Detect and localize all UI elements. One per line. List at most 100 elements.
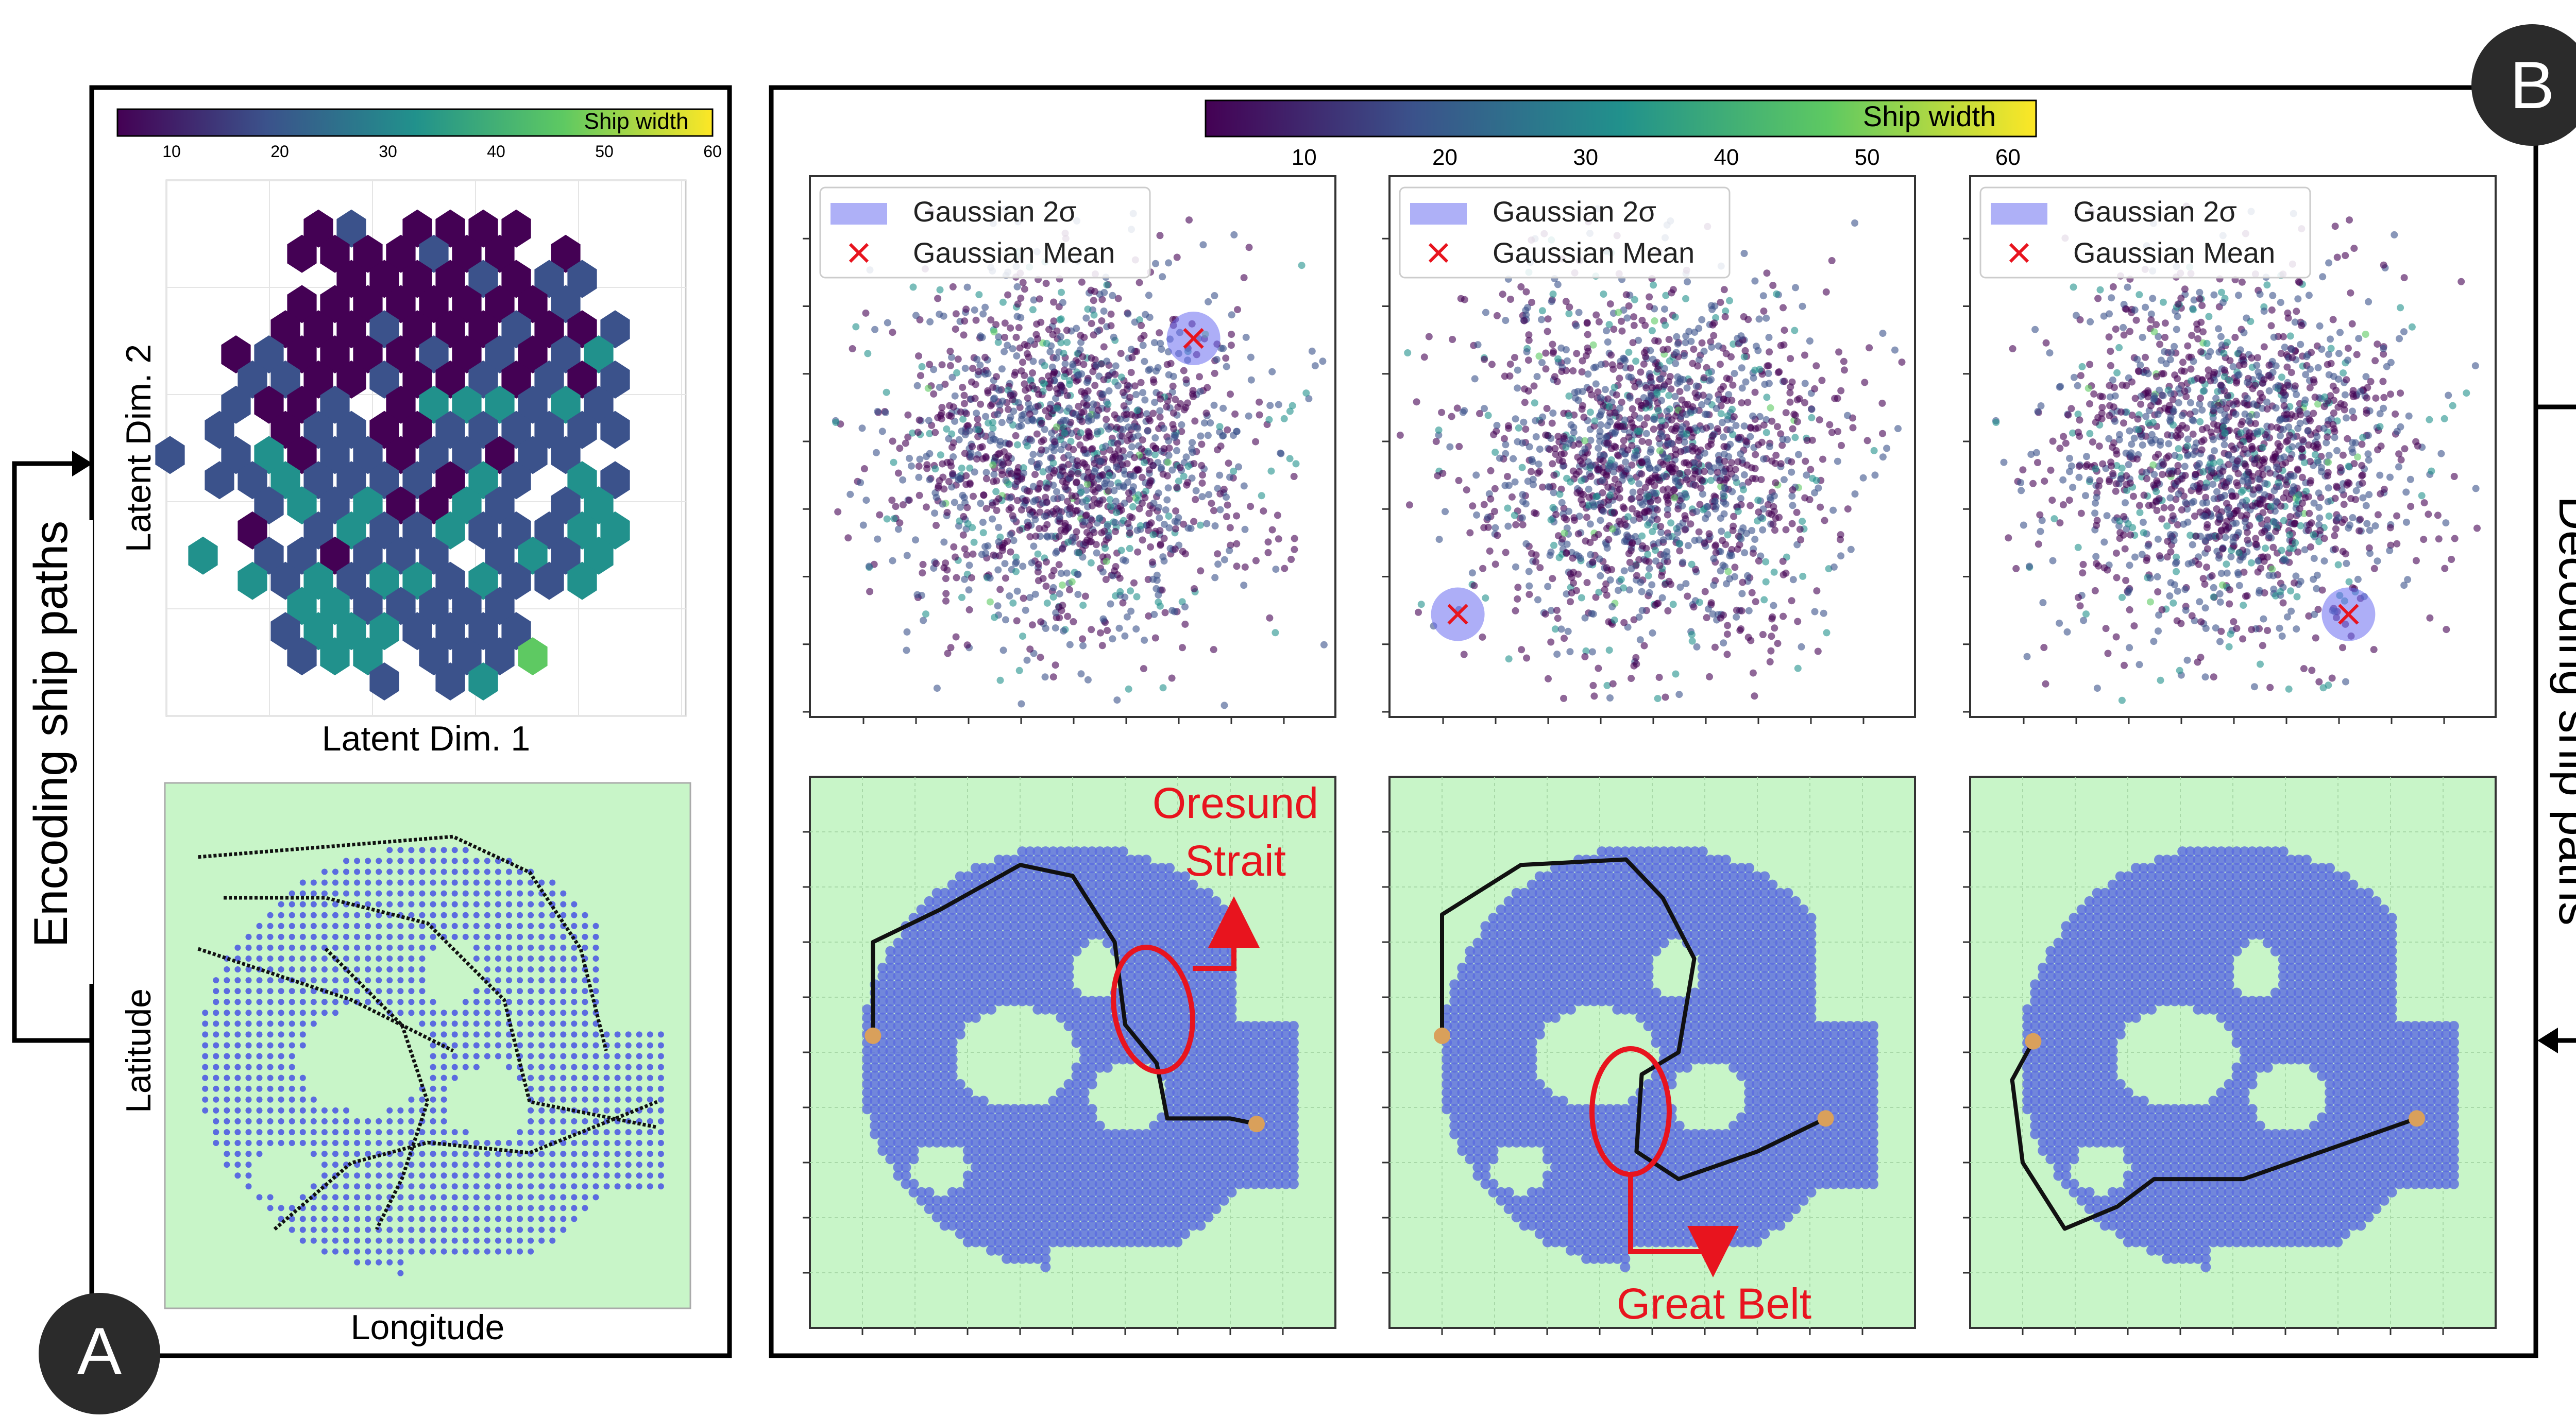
map-grid-point (484, 1172, 490, 1179)
map-grid-point (332, 1107, 338, 1114)
latent-point (1043, 599, 1051, 607)
latent-point (1043, 339, 1050, 347)
map-grid-point (354, 1183, 361, 1190)
hexbin-cell (435, 561, 465, 600)
latent-point (1019, 562, 1027, 570)
map-grid-point (571, 988, 578, 995)
latent-point (1643, 507, 1651, 515)
hexbin-cell (402, 360, 432, 399)
latent-point (1642, 557, 1650, 565)
latent-point (1830, 563, 1838, 571)
latent-point (1245, 244, 1253, 251)
map-grid-point (430, 912, 436, 918)
latent-point (1633, 451, 1641, 459)
latent-point (1545, 483, 1552, 491)
latent-point (1615, 587, 1622, 594)
map-grid-point (538, 966, 545, 973)
map-grid-point (267, 1031, 274, 1038)
latent-point (1557, 450, 1565, 458)
map-grid-point (213, 1107, 219, 1114)
map-grid-point (484, 868, 490, 875)
map-grid-point (419, 1010, 426, 1016)
map-grid-point (571, 1042, 578, 1049)
latent-point (1693, 508, 1701, 516)
map-grid-point (224, 1020, 230, 1027)
latent-point (1541, 610, 1549, 618)
latent-point (1731, 564, 1739, 571)
map-grid-point (310, 955, 317, 962)
map-grid-point (505, 999, 512, 1005)
latent-point (1766, 658, 1774, 665)
latent-point (1223, 493, 1230, 501)
latent-point (1538, 419, 1546, 426)
map-grid-point (625, 1172, 632, 1179)
map-grid-point (386, 923, 393, 929)
latent-point (1042, 558, 1050, 566)
map-grid-point (386, 933, 393, 940)
latent-point (1190, 518, 1198, 525)
latent-point (1813, 587, 1821, 595)
latent-point (1145, 292, 1153, 299)
latent-point (996, 401, 1004, 409)
latent-point (1018, 422, 1025, 430)
latent-point (1252, 557, 1260, 565)
latent-point (1088, 320, 1095, 328)
map-grid-point (397, 1216, 404, 1222)
latent-point (1010, 537, 1018, 544)
map-grid-point (592, 977, 599, 984)
latent-point (976, 361, 984, 369)
latent-point (1597, 572, 1604, 579)
latent-point (1088, 354, 1095, 362)
map-grid-point (440, 1183, 447, 1190)
colorbar-tick-label: 50 (1855, 145, 1880, 170)
latent-point (1085, 429, 1093, 437)
map-grid-point (462, 923, 469, 929)
latent-point (1171, 434, 1178, 441)
map-grid-point (440, 1194, 447, 1201)
latent-point (930, 390, 938, 398)
latent-point (1558, 499, 1566, 506)
latent-point (1039, 468, 1047, 475)
latent-point (1604, 483, 1612, 491)
latent-point (1001, 560, 1009, 568)
latent-point (1780, 612, 1787, 620)
latent-point (994, 566, 1002, 574)
latent-point (1476, 409, 1483, 417)
hexbin-cell (254, 436, 284, 474)
latent-point (1654, 337, 1662, 345)
hexbin-cell (386, 385, 416, 424)
hexbin-cell (320, 536, 350, 575)
latent-point (995, 495, 1003, 503)
map-grid-point (430, 1226, 436, 1233)
map-grid-point (299, 1118, 306, 1124)
hexbin-cell (435, 612, 465, 651)
latent-point (1230, 467, 1238, 475)
latent-point (1578, 477, 1585, 485)
map-grid-point (256, 1107, 263, 1114)
latent-point (1550, 489, 1557, 497)
panel-a-map-xlabel: Longitude (351, 1308, 505, 1347)
latent-point (1569, 467, 1577, 475)
latent-point (1760, 596, 1768, 604)
map-grid-point (517, 966, 523, 973)
latent-point (1553, 606, 1561, 614)
map-grid-point (224, 1096, 230, 1103)
hexbin-cell (518, 385, 548, 424)
latent-point (1519, 491, 1527, 499)
latent-point (1552, 511, 1560, 519)
latent-point (1063, 338, 1071, 346)
latent-point (1479, 565, 1487, 572)
latent-point (1442, 508, 1449, 516)
map-grid-point (397, 1151, 404, 1157)
latent-point (981, 303, 989, 311)
latent-point (1126, 431, 1133, 439)
latent-point (1190, 460, 1198, 468)
latent-point (961, 450, 969, 457)
latent-point (1606, 300, 1614, 308)
latent-point (1740, 486, 1747, 493)
latent-point (1700, 347, 1708, 355)
latent-point (1658, 433, 1666, 440)
hexbin-cell (402, 411, 432, 449)
latent-point (1006, 440, 1013, 448)
latent-point (1544, 583, 1552, 590)
